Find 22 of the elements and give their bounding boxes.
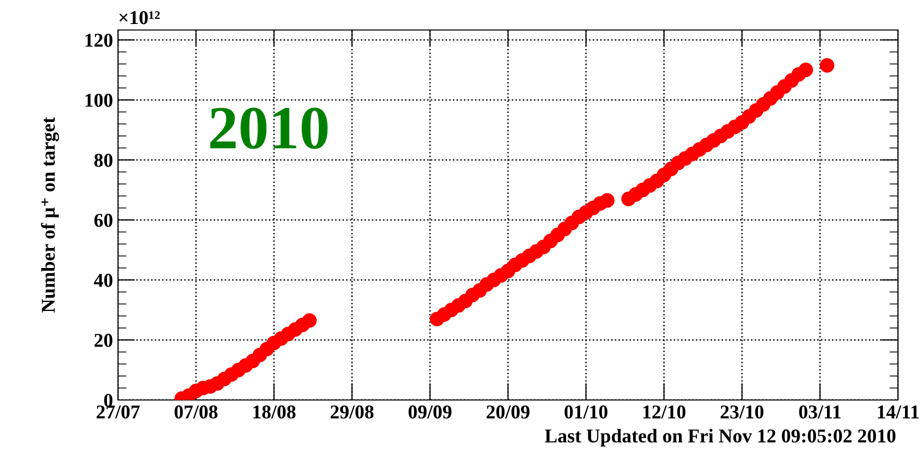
y-tick-label: 0 [104,394,112,407]
y-tick-label: 60 [94,214,112,227]
x-tick-label: 20/09 [486,405,530,419]
x-tick-label: 14/11 [878,406,919,419]
y-tick-label: 40 [94,274,112,287]
text: ×10¹² [119,11,160,24]
x-tick-label: 09/09 [408,405,452,419]
y-tick-label: 20 [94,334,112,347]
x-tick-label: 07/08 [174,405,218,419]
x-tick-label: 18/08 [253,405,296,419]
x-tick-label: 29/08 [330,405,374,419]
text: Last Updated on Fri Nov 12 09:05:02 2010 [544,428,896,446]
x-tick-label: 12/10 [643,405,686,419]
y-axis-title: Number of μ⁺ on target [40,117,59,313]
x-tick-label: 03/11 [799,405,841,419]
x-tick-label: 23/10 [720,405,764,419]
y-tick-label: 120 [86,34,112,47]
x-tick-label: 27/07 [96,405,140,419]
y-tick-label: 80 [94,154,112,167]
annotation: 2010 [210,108,328,149]
x-tick-label: 01/10 [564,405,608,419]
y-tick-label: 100 [86,94,112,107]
